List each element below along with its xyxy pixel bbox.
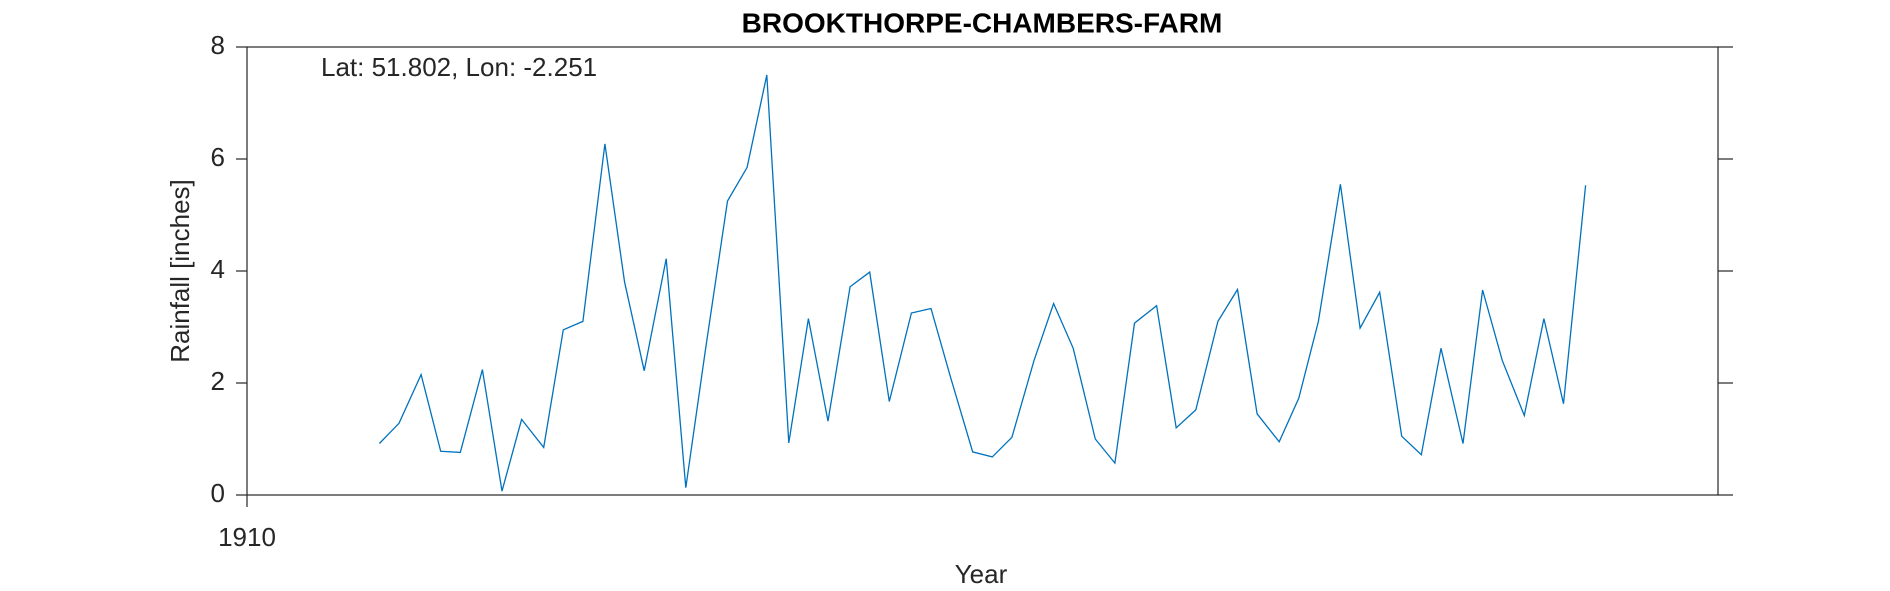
y-tick-label: 6 [211,142,225,172]
plot-frame [246,46,1719,496]
y-tick-label: 4 [211,254,225,284]
line-series [378,74,1587,492]
y-tick-label: 0 [211,478,225,508]
x-axis-label: Year [955,559,1008,589]
y-tick-label: 2 [211,366,225,396]
annotation: Lat: 51.802, Lon: -2.251 [321,52,597,82]
x-tick-label: 1910 [218,522,276,552]
y-tick-label: 8 [211,30,225,60]
chart-title: BROOKTHORPE-CHAMBERS-FARM [742,7,1223,38]
y-axis-label: Rainfall [inches] [165,179,195,363]
